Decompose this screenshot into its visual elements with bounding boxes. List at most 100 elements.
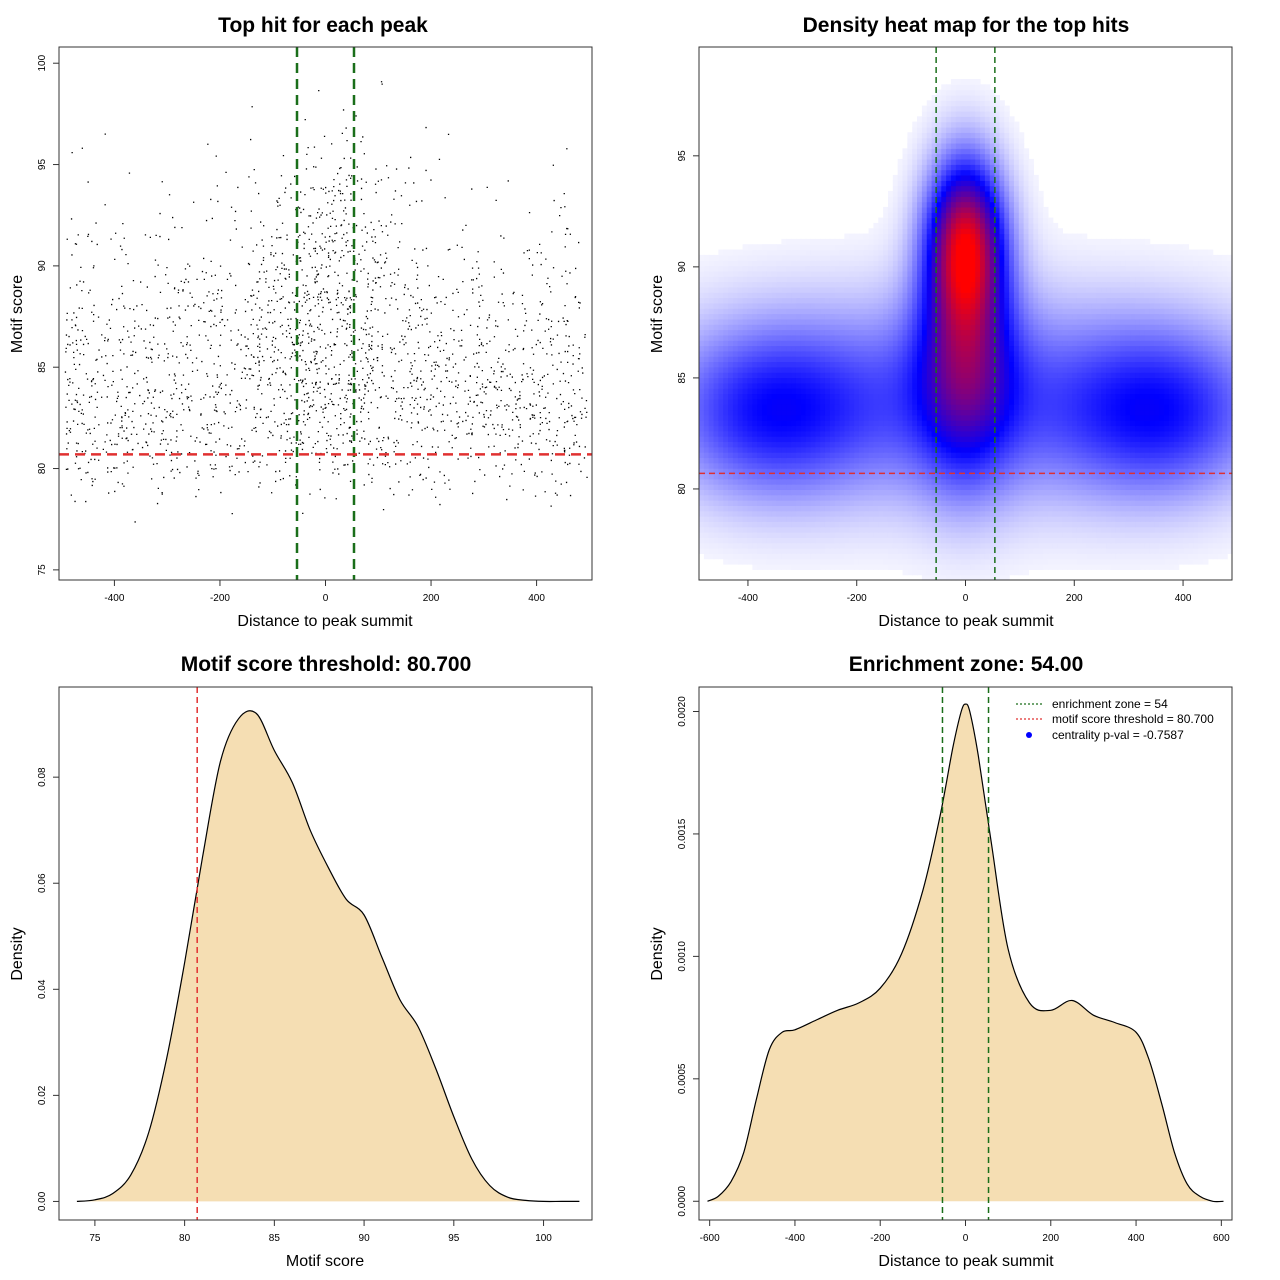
heatmap-cell xyxy=(718,329,724,336)
heatmap-cell xyxy=(1139,340,1146,347)
heatmap-cell xyxy=(984,414,991,421)
heatmap-cell xyxy=(699,356,705,363)
heatmap-cell xyxy=(1009,553,1015,560)
heatmap-cell xyxy=(1173,462,1180,469)
heatmap-cell xyxy=(1183,366,1189,373)
heatmap-cell xyxy=(1169,404,1175,411)
heatmap-cell xyxy=(791,356,797,363)
heatmap-cell xyxy=(984,457,991,464)
heatmap-cell xyxy=(902,404,908,411)
heatmap-cell xyxy=(1130,350,1136,357)
heatmap-cell xyxy=(1173,334,1180,341)
heatmap-cell xyxy=(795,350,802,357)
heatmap-cell xyxy=(699,377,705,384)
heatmap-cell xyxy=(1130,366,1136,373)
heatmap-cell xyxy=(1135,510,1141,517)
heatmap-cells xyxy=(699,78,1233,581)
heatmap-cell xyxy=(1202,473,1209,480)
heatmap-cell xyxy=(1028,329,1034,336)
heatmap-cell xyxy=(834,430,841,437)
heatmap-cell xyxy=(723,334,729,341)
heatmap-cell xyxy=(728,372,734,379)
heatmap-cell xyxy=(984,398,991,405)
heatmap-cell xyxy=(858,334,865,341)
heatmap-cell xyxy=(1072,478,1078,485)
heatmap-cell xyxy=(960,372,967,379)
heatmap-cell xyxy=(965,398,971,405)
heatmap-cell xyxy=(1149,350,1156,357)
heatmap-cell xyxy=(844,409,850,416)
heatmap-cell xyxy=(824,425,831,432)
heatmap-cell xyxy=(1018,404,1025,411)
heatmap-cell xyxy=(926,350,933,357)
heatmap-cell xyxy=(1135,441,1141,448)
heatmap-cell xyxy=(839,366,845,373)
heatmap-cell xyxy=(834,537,841,544)
heatmap-cell xyxy=(946,441,952,448)
heatmap-cell xyxy=(1033,462,1039,469)
heatmap-cell xyxy=(1033,473,1039,480)
heatmap-cell xyxy=(1072,356,1078,363)
heatmap-cell xyxy=(1120,494,1126,501)
heatmap-cell xyxy=(1173,441,1180,448)
heatmap-cell xyxy=(970,516,976,522)
heatmap-cell xyxy=(1149,382,1156,389)
heatmap-cell xyxy=(868,500,875,506)
heatmap-cell xyxy=(912,446,918,453)
heatmap-cell xyxy=(1091,446,1097,453)
heatmap-cell xyxy=(1227,340,1233,347)
heatmap-cell xyxy=(917,537,923,544)
heatmap-cell xyxy=(1115,521,1122,528)
heatmap-cell xyxy=(761,510,768,517)
heatmap-cell xyxy=(761,478,768,485)
heatmap-cell xyxy=(999,484,1005,490)
heatmap-cell xyxy=(791,409,797,416)
heatmap-cell xyxy=(921,345,928,352)
heatmap-cell xyxy=(732,388,739,395)
heatmap-cell xyxy=(907,393,913,400)
heatmap-cell xyxy=(1013,361,1020,368)
heatmap-cell xyxy=(1038,468,1044,474)
heatmap-cell xyxy=(907,452,913,459)
heatmap-cell xyxy=(854,478,860,485)
heatmap-cell xyxy=(887,542,894,549)
heatmap-cell xyxy=(984,574,991,581)
heatmap-cell xyxy=(883,532,889,538)
heatmap-cell xyxy=(776,489,782,496)
heatmap-cell xyxy=(776,334,782,341)
heatmap-cell xyxy=(863,500,870,506)
heatmap-cell xyxy=(897,548,904,554)
heatmap-cell xyxy=(1159,537,1165,544)
heatmap-cell xyxy=(732,558,739,565)
heatmap-cell xyxy=(1135,377,1141,384)
heatmap-cell xyxy=(1096,334,1102,341)
heatmap-cell xyxy=(941,473,947,480)
heatmap-cell xyxy=(1159,329,1165,336)
heatmap-cell xyxy=(921,350,928,357)
heatmap-cell xyxy=(1149,393,1156,400)
heatmap-cell xyxy=(1043,430,1049,437)
heatmap-cell xyxy=(1178,521,1185,528)
heatmap-cell xyxy=(984,569,991,576)
heatmap-cell xyxy=(984,532,991,538)
heatmap-cell xyxy=(1222,462,1228,469)
heatmap-cell xyxy=(834,404,841,411)
heatmap-cell xyxy=(1222,404,1228,411)
heatmap-cell xyxy=(1028,446,1034,453)
heatmap-cell xyxy=(1183,484,1189,490)
heatmap-cell xyxy=(761,436,768,443)
heatmap-cell xyxy=(757,436,763,443)
heatmap-cell xyxy=(883,372,889,379)
heatmap-cell xyxy=(718,452,724,459)
heatmap-cell xyxy=(1125,446,1131,453)
heatmap-cell xyxy=(887,500,894,506)
heatmap-cell xyxy=(737,350,744,357)
heatmap-cell xyxy=(1188,372,1194,379)
heatmap-cell xyxy=(878,329,884,336)
heatmap-cell xyxy=(970,414,976,421)
heatmap-cell xyxy=(1009,542,1015,549)
heatmap-cell xyxy=(917,462,923,469)
heatmap-cell xyxy=(849,356,855,363)
heatmap-cell xyxy=(737,340,744,347)
heatmap-cell xyxy=(1091,372,1097,379)
